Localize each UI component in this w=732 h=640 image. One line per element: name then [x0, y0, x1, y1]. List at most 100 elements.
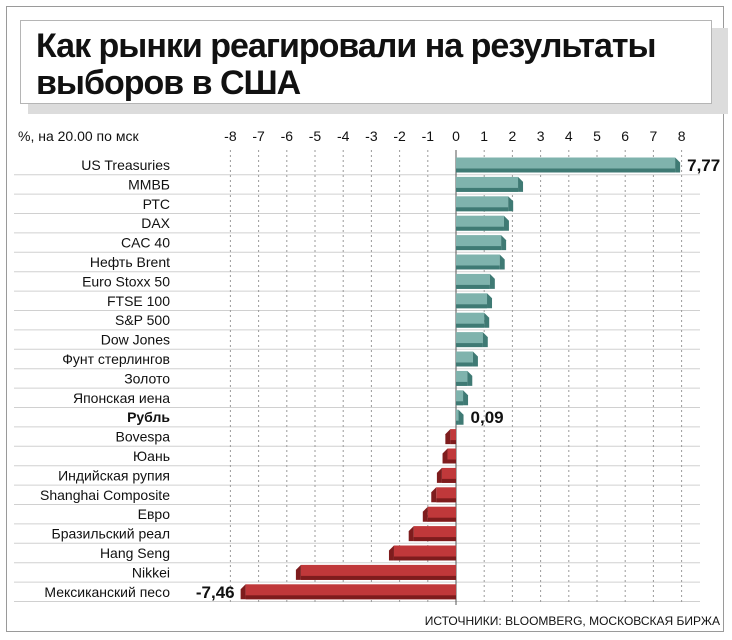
category-label: Юань	[133, 448, 170, 464]
chart-title: Как рынки реагировали на результаты выбо…	[36, 27, 657, 102]
data-label: 0,09	[471, 408, 504, 427]
bar	[447, 448, 456, 464]
bar-end	[408, 526, 414, 542]
category-label: FTSE 100	[107, 293, 170, 309]
x-tick-label: 2	[509, 128, 517, 144]
unit-label: %, на 20.00 по мск	[18, 128, 139, 144]
title-panel	[20, 20, 712, 104]
category-label: Hang Seng	[100, 545, 170, 561]
x-tick-label: -7	[252, 128, 265, 144]
category-label: Bovespa	[116, 429, 171, 445]
category-label: Фунт стерлингов	[62, 351, 170, 367]
x-tick-label: -6	[281, 128, 294, 144]
bar-end	[240, 584, 246, 600]
bar-shade	[427, 517, 456, 522]
bar-shade	[456, 401, 464, 406]
category-label: Индийская рупия	[58, 467, 170, 483]
bar-shade	[456, 246, 502, 251]
bar-shade	[456, 343, 483, 348]
x-tick-label: -5	[309, 128, 322, 144]
bar-end	[499, 254, 505, 270]
x-tick-label: -3	[365, 128, 378, 144]
category-label: Euro Stoxx 50	[82, 273, 170, 289]
bar-end	[458, 409, 464, 425]
bar-shade	[245, 595, 456, 600]
category-label: Бразильский реал	[52, 526, 171, 542]
bar-end	[484, 312, 490, 328]
bar	[456, 409, 459, 425]
category-label: Shanghai Composite	[40, 487, 170, 503]
data-label: 7,77	[687, 156, 720, 175]
x-tick-label: 3	[537, 128, 545, 144]
title-box: Как рынки реагировали на результаты выбо…	[6, 6, 728, 116]
bar-shade	[456, 362, 473, 367]
data-label: -7,46	[196, 583, 235, 602]
bar-shade	[450, 440, 456, 445]
category-label: Нефть Brent	[90, 254, 170, 270]
bar-shade	[456, 284, 490, 289]
category-label: Nikkei	[132, 564, 170, 580]
category-label: Мексиканский песо	[44, 584, 170, 600]
category-label: Золото	[124, 370, 170, 386]
bar-shade	[447, 459, 456, 464]
category-label: DAX	[141, 215, 170, 231]
bar-shade	[441, 478, 456, 483]
category-label: Японская иена	[73, 390, 170, 406]
x-tick-label: -2	[393, 128, 406, 144]
category-label: S&P 500	[115, 312, 170, 328]
x-tick-label: 0	[452, 128, 460, 144]
bar-end	[467, 370, 473, 386]
bar-end	[388, 545, 394, 561]
bar-end	[503, 215, 509, 231]
source-note: ИСТОЧНИКИ: BLOOMBERG, МОСКОВСКАЯ БИРЖА	[425, 614, 720, 628]
bar	[456, 390, 464, 406]
category-label: ММВБ	[128, 176, 170, 192]
bar-shade	[456, 304, 488, 309]
bar-end	[482, 332, 488, 348]
x-tick-label: 6	[621, 128, 629, 144]
bar-end	[442, 448, 448, 464]
bar-shade	[456, 168, 676, 173]
x-tick-label: 8	[678, 128, 686, 144]
category-label: Dow Jones	[101, 332, 170, 348]
x-tick-label: -4	[337, 128, 350, 144]
bar-shade	[393, 556, 456, 561]
bar-end	[422, 506, 428, 522]
bar-shade	[456, 381, 468, 386]
bar-end	[489, 273, 495, 289]
bar-shade	[456, 187, 519, 192]
category-label: Евро	[138, 506, 171, 522]
bar-shade	[456, 323, 485, 328]
bar-end	[295, 564, 301, 580]
category-label: US Treasuries	[81, 157, 170, 173]
bar-end	[518, 176, 524, 192]
bar-end	[463, 390, 469, 406]
bar-end	[501, 235, 507, 251]
bar-end	[675, 157, 681, 173]
x-tick-label: 1	[480, 128, 488, 144]
bar-shade	[436, 498, 456, 503]
bar-end	[487, 293, 493, 309]
bar-end	[436, 467, 442, 483]
bar-end	[445, 429, 451, 445]
bar-shade	[456, 420, 459, 425]
bar-shade	[413, 537, 456, 542]
bar-shade	[300, 575, 456, 580]
bar	[456, 370, 468, 386]
bar-shade	[456, 226, 504, 231]
x-tick-label: 5	[593, 128, 601, 144]
bar	[450, 429, 456, 445]
bar-shade	[456, 207, 509, 212]
category-label: Рубль	[127, 409, 170, 425]
bar-end	[431, 487, 437, 503]
bar-end	[472, 351, 478, 367]
bar-end	[508, 196, 514, 212]
bar-shade	[456, 265, 500, 270]
x-tick-label: 7	[650, 128, 658, 144]
category-label: CAC 40	[121, 235, 170, 251]
x-tick-label: -1	[422, 128, 435, 144]
category-label: РТС	[143, 196, 170, 212]
x-tick-label: -8	[224, 128, 237, 144]
x-tick-label: 4	[565, 128, 573, 144]
